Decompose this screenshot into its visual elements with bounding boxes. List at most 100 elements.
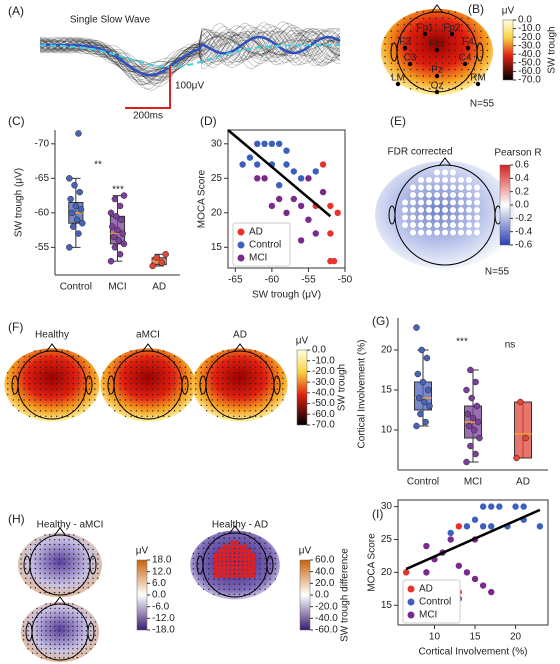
colorbar-tick-label: -0.4 <box>515 226 533 237</box>
sensor <box>53 558 56 560</box>
sensor <box>34 563 37 565</box>
sensor <box>486 43 489 45</box>
significant-sensor <box>474 214 480 221</box>
sensor <box>97 567 99 570</box>
sensor <box>7 382 9 385</box>
sensor <box>61 355 63 358</box>
sensor <box>467 17 469 20</box>
sensor <box>12 366 14 369</box>
amplitude-scale: 100μV <box>175 81 204 92</box>
sensor <box>243 532 246 534</box>
sensor <box>173 410 176 412</box>
sensor <box>58 587 61 589</box>
colorbar-tick-label: -10.0 <box>518 23 541 34</box>
significant-sensor <box>221 565 227 570</box>
sensor <box>192 552 195 555</box>
sensor <box>20 563 22 565</box>
sensor <box>227 399 230 401</box>
sensor <box>168 388 170 390</box>
data-point <box>75 130 82 137</box>
sensor <box>216 404 219 407</box>
sensor <box>45 634 47 637</box>
colorbar-tick-label: 20.0 <box>315 578 335 589</box>
sensor <box>260 372 262 374</box>
sensor <box>53 563 56 565</box>
data-point <box>297 175 305 182</box>
sensor <box>83 399 85 401</box>
sensor <box>88 399 91 401</box>
sensor <box>168 382 170 385</box>
sensor <box>228 588 230 591</box>
sensor <box>45 630 47 632</box>
colorbar-tick-label: -60.0 <box>315 625 338 636</box>
sensor <box>216 361 219 363</box>
colorbar-tick-label: 6.0 <box>152 578 166 589</box>
significant-sensor <box>242 557 248 562</box>
sensor <box>44 587 46 589</box>
data-point <box>254 161 261 168</box>
significant-sensor <box>221 561 227 566</box>
sensor <box>92 558 94 560</box>
colorbar-tick-label: -30.0 <box>312 377 335 388</box>
data-point <box>455 562 463 569</box>
sensor <box>454 88 457 90</box>
sensor <box>90 630 92 632</box>
sensor <box>76 648 79 650</box>
sensor <box>130 372 132 374</box>
legend <box>232 222 291 267</box>
sensor <box>40 643 43 646</box>
ear <box>273 375 281 395</box>
sensor <box>97 577 99 579</box>
sensor <box>454 56 457 58</box>
significant-sensor <box>234 552 239 558</box>
sensor <box>282 393 284 396</box>
data-point <box>73 216 81 224</box>
sensor <box>254 415 257 417</box>
sensor <box>27 648 29 650</box>
colorbar-label: SW trough <box>547 26 558 73</box>
sensor <box>254 404 257 407</box>
sensor <box>39 372 42 374</box>
sensor <box>222 404 224 407</box>
significant-sensor <box>242 544 248 549</box>
sensor <box>152 404 154 407</box>
sensor <box>249 399 251 401</box>
data-point <box>312 168 319 175</box>
sensor <box>56 372 58 374</box>
sensor <box>384 62 386 64</box>
sensor <box>274 552 277 555</box>
sensor <box>422 56 425 58</box>
sensor <box>66 366 69 369</box>
sensor <box>124 372 127 374</box>
sensor <box>50 361 53 363</box>
sensor <box>197 578 200 580</box>
sensor <box>422 30 425 32</box>
sensor <box>271 361 273 363</box>
sensor <box>56 355 58 358</box>
sensor <box>7 372 9 374</box>
sensor <box>82 572 85 575</box>
sensor <box>34 543 37 546</box>
sensor <box>441 36 444 39</box>
data-point <box>109 223 116 230</box>
significant-sensor <box>402 214 408 221</box>
sensor <box>416 56 418 58</box>
sensor <box>61 415 63 417</box>
sensor <box>45 639 47 641</box>
colorbar-tick-label: -40.0 <box>312 387 335 398</box>
data-point <box>110 233 117 241</box>
sensor <box>448 43 450 45</box>
sensor <box>12 382 14 385</box>
significant-sensor <box>213 561 218 566</box>
sensor <box>58 625 61 628</box>
sensor <box>168 404 170 407</box>
significant-sensor <box>466 199 472 206</box>
sensor <box>97 553 99 555</box>
sensor <box>162 366 165 369</box>
y-tick-label: 20 <box>381 567 393 578</box>
sensor <box>409 17 412 20</box>
sensor <box>480 36 482 39</box>
significant-sensor <box>410 184 416 191</box>
sensor <box>397 24 399 26</box>
